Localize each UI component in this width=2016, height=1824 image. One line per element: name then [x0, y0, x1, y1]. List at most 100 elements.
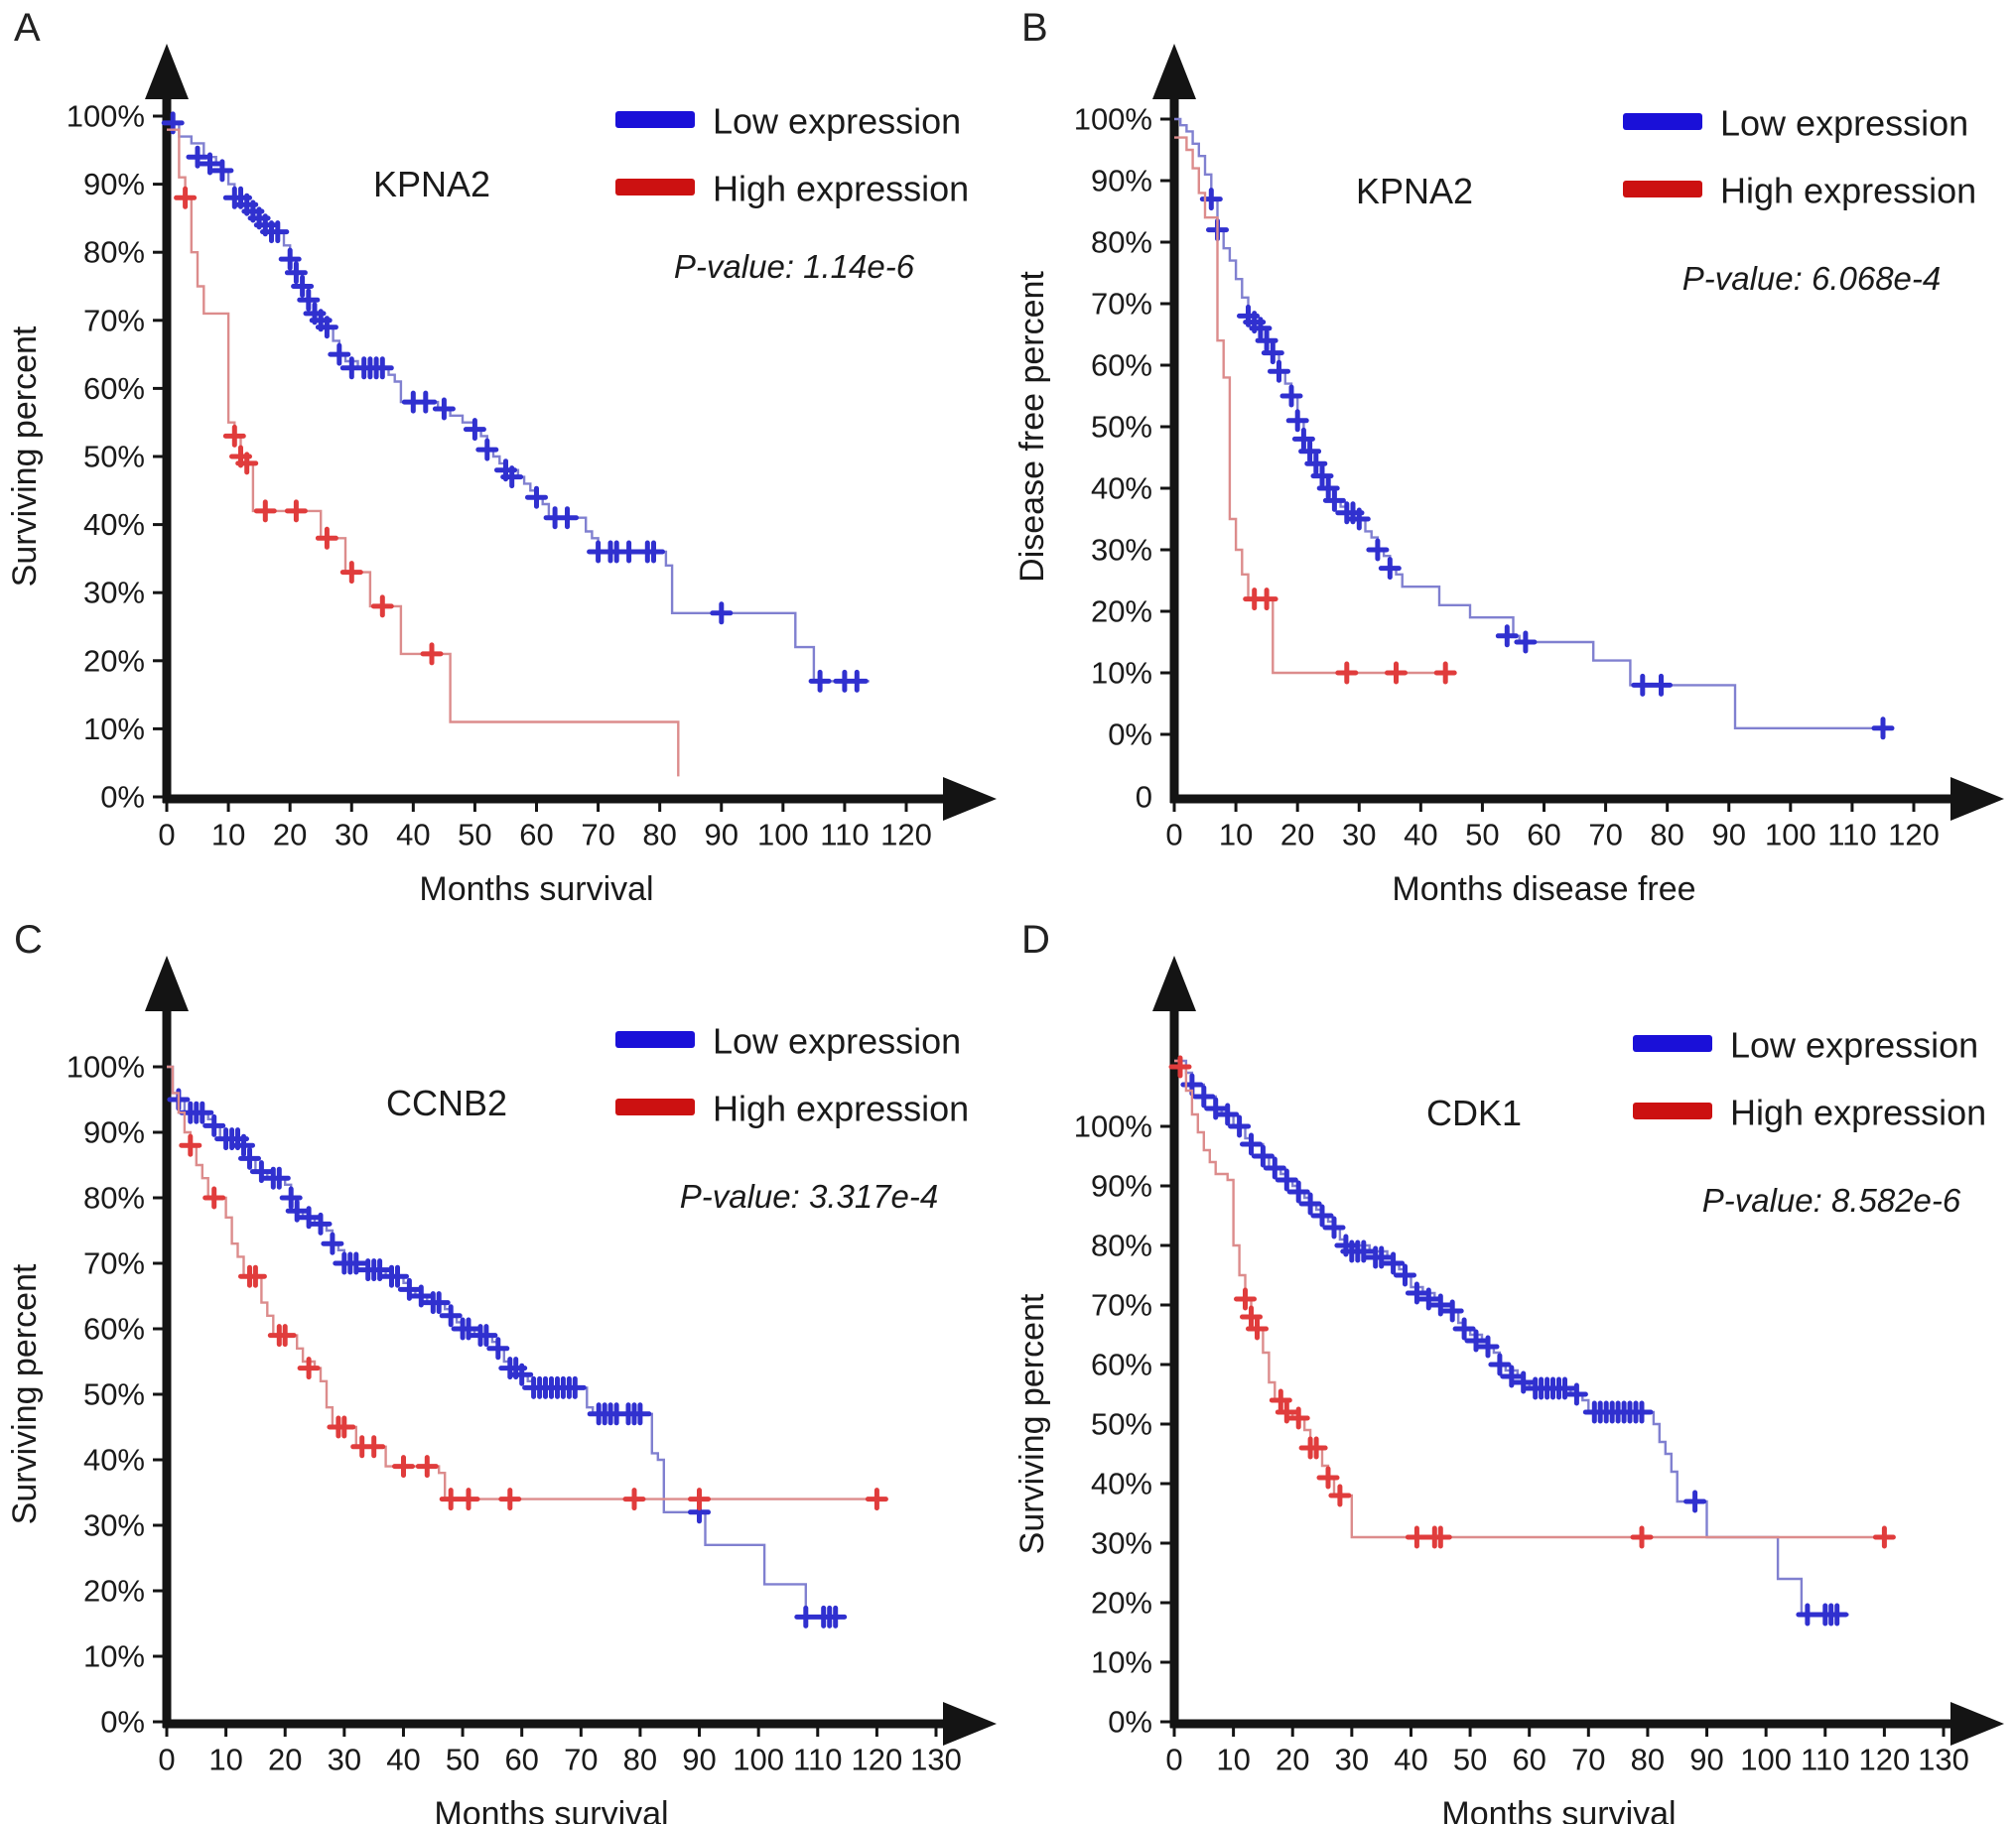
- y-tick-label: 10%: [1091, 1645, 1152, 1680]
- x-tick-label: 30: [1335, 1742, 1369, 1776]
- y-tick-label: 30%: [83, 1508, 145, 1543]
- x-tick-label: 40: [396, 817, 430, 851]
- x-tick-label: 130: [1918, 1742, 1969, 1776]
- x-tick-label: 120: [852, 1742, 903, 1776]
- y-origin-label: 0: [1136, 780, 1152, 815]
- x-tick-label: 20: [1276, 1742, 1309, 1776]
- y-tick-label: 0%: [1108, 717, 1152, 752]
- x-axis-arrow-icon: [1950, 777, 2004, 821]
- x-tick-label: 0: [1165, 817, 1182, 851]
- panel-letter-a: A: [14, 6, 41, 50]
- legend-swatch-low-expression-icon: [615, 111, 695, 128]
- gene-label: KPNA2: [373, 164, 490, 204]
- x-tick-label: 10: [1219, 817, 1253, 851]
- x-tick-label: 60: [504, 1742, 538, 1776]
- curve-low-expression: [1174, 1059, 1849, 1617]
- legend-label-low-expression: Low expression: [1720, 103, 1968, 144]
- legend-label-low-expression: Low expression: [1730, 1025, 1978, 1066]
- gene-label: KPNA2: [1356, 171, 1473, 211]
- x-tick-label: 0: [158, 1742, 175, 1776]
- x-axis-arrow-icon: [943, 777, 997, 821]
- x-tick-label: 30: [1342, 817, 1376, 851]
- y-tick-label: 50%: [1091, 410, 1152, 445]
- y-tick-label: 100%: [67, 99, 145, 134]
- legend-label-high-expression: High expression: [1720, 171, 1976, 211]
- y-tick-label: 20%: [1091, 594, 1152, 629]
- x-axis-title: Months survival: [419, 870, 653, 908]
- y-axis-arrow-icon: [145, 44, 189, 99]
- x-tick-label: 100: [733, 1742, 784, 1776]
- curve-high-expression: [1174, 136, 1452, 675]
- x-tick-label: 70: [1588, 817, 1622, 851]
- gene-label: CCNB2: [386, 1083, 507, 1123]
- y-tick-label: 10%: [83, 712, 145, 746]
- y-tick-label: 80%: [83, 1181, 145, 1216]
- y-tick-label: 30%: [83, 576, 145, 610]
- x-axis-arrow-icon: [1950, 1702, 2004, 1746]
- x-tick-label: 90: [682, 1742, 716, 1776]
- x-tick-label: 10: [1216, 1742, 1250, 1776]
- x-axis-title: Months disease free: [1392, 870, 1695, 908]
- x-tick-label: 10: [208, 1742, 242, 1776]
- y-axis-title: Disease free percent: [1013, 271, 1051, 583]
- censor-marks-low-expression: [1199, 188, 1895, 740]
- x-tick-label: 80: [1631, 1742, 1665, 1776]
- y-tick-label: 60%: [83, 371, 145, 406]
- x-tick-label: 80: [642, 817, 676, 851]
- y-tick-label: 50%: [83, 1377, 145, 1412]
- y-tick-label: 40%: [1091, 471, 1152, 506]
- p-value-label: P-value: 3.317e-4: [680, 1178, 939, 1215]
- legend-swatch-high-expression-icon: [615, 179, 695, 195]
- x-tick-label: 60: [1512, 1742, 1546, 1776]
- y-axis-arrow-icon: [1152, 44, 1196, 99]
- y-tick-label: 70%: [83, 303, 145, 337]
- y-tick-label: 0%: [100, 1705, 145, 1740]
- legend-swatch-high-expression-icon: [1633, 1103, 1712, 1119]
- x-tick-label: 100: [1740, 1742, 1792, 1776]
- x-tick-label: 90: [1712, 817, 1746, 851]
- legend-label-high-expression: High expression: [713, 169, 969, 209]
- x-tick-label: 120: [880, 817, 932, 851]
- x-tick-label: 40: [1404, 817, 1437, 851]
- y-tick-label: 100%: [1074, 102, 1152, 137]
- km-chart-ccnb2-survival: 0 10 20 30 40 50 60 70 80 90 100 110 120 130 0% 10% 20% 3…: [6, 956, 997, 1824]
- y-tick-label: 90%: [83, 1115, 145, 1150]
- panel-c: C 0 10 20 30 40 50 60 70 80 90 100 110 120 130 0% 10% 20…: [0, 912, 1008, 1824]
- y-axis-title: Surviving percent: [6, 1263, 44, 1524]
- y-tick-label: 20%: [1091, 1586, 1152, 1621]
- censor-marks-high-expression: [1168, 1055, 1896, 1549]
- y-tick-label: 40%: [83, 1443, 145, 1478]
- x-tick-label: 70: [1571, 1742, 1605, 1776]
- y-tick-label: 0%: [100, 780, 145, 815]
- x-tick-label: 40: [386, 1742, 420, 1776]
- x-tick-label: 110: [793, 1742, 842, 1776]
- x-tick-label: 70: [564, 1742, 598, 1776]
- x-tick-label: 30: [328, 1742, 361, 1776]
- x-tick-label: 50: [446, 1742, 479, 1776]
- y-tick-label: 100%: [67, 1050, 145, 1085]
- km-chart-kpna2-disease-free: 0 10 20 30 40 50 60 70 80 90 100 110 120 0% 10% 20% 30% 4…: [1013, 44, 2004, 908]
- legend-swatch-high-expression-icon: [1623, 181, 1702, 197]
- km-chart-kpna2-survival: 0 10 20 30 40 50 60 70 80 90 100 110 120 0% 10% 20% 30% 4…: [6, 44, 997, 908]
- gene-label: CDK1: [1426, 1093, 1522, 1133]
- x-tick-label: 110: [1801, 1742, 1849, 1776]
- legend-swatch-low-expression-icon: [615, 1031, 695, 1048]
- legend-swatch-low-expression-icon: [1623, 113, 1702, 130]
- panel-d: D 0 10 20 30 40 50 60 70 80 90 100 110 120 130 0% 10% 20…: [1008, 912, 2016, 1824]
- y-tick-label: 70%: [1091, 287, 1152, 322]
- y-tick-label: 60%: [1091, 1348, 1152, 1382]
- x-tick-label: 40: [1394, 1742, 1427, 1776]
- x-tick-label: 0: [1165, 1742, 1182, 1776]
- y-tick-label: 80%: [83, 235, 145, 270]
- x-tick-label: 20: [1280, 817, 1314, 851]
- curve-high-expression: [167, 1065, 877, 1500]
- y-tick-label: 70%: [1091, 1288, 1152, 1323]
- y-tick-label: 80%: [1091, 1229, 1152, 1263]
- y-tick-label: 60%: [83, 1312, 145, 1347]
- y-tick-label: 20%: [83, 643, 145, 678]
- y-tick-label: 40%: [83, 507, 145, 542]
- censor-marks-high-expression: [174, 186, 444, 666]
- x-tick-label: 130: [910, 1742, 962, 1776]
- p-value-label: P-value: 6.068e-4: [1682, 260, 1942, 297]
- x-axis-arrow-icon: [943, 1702, 997, 1746]
